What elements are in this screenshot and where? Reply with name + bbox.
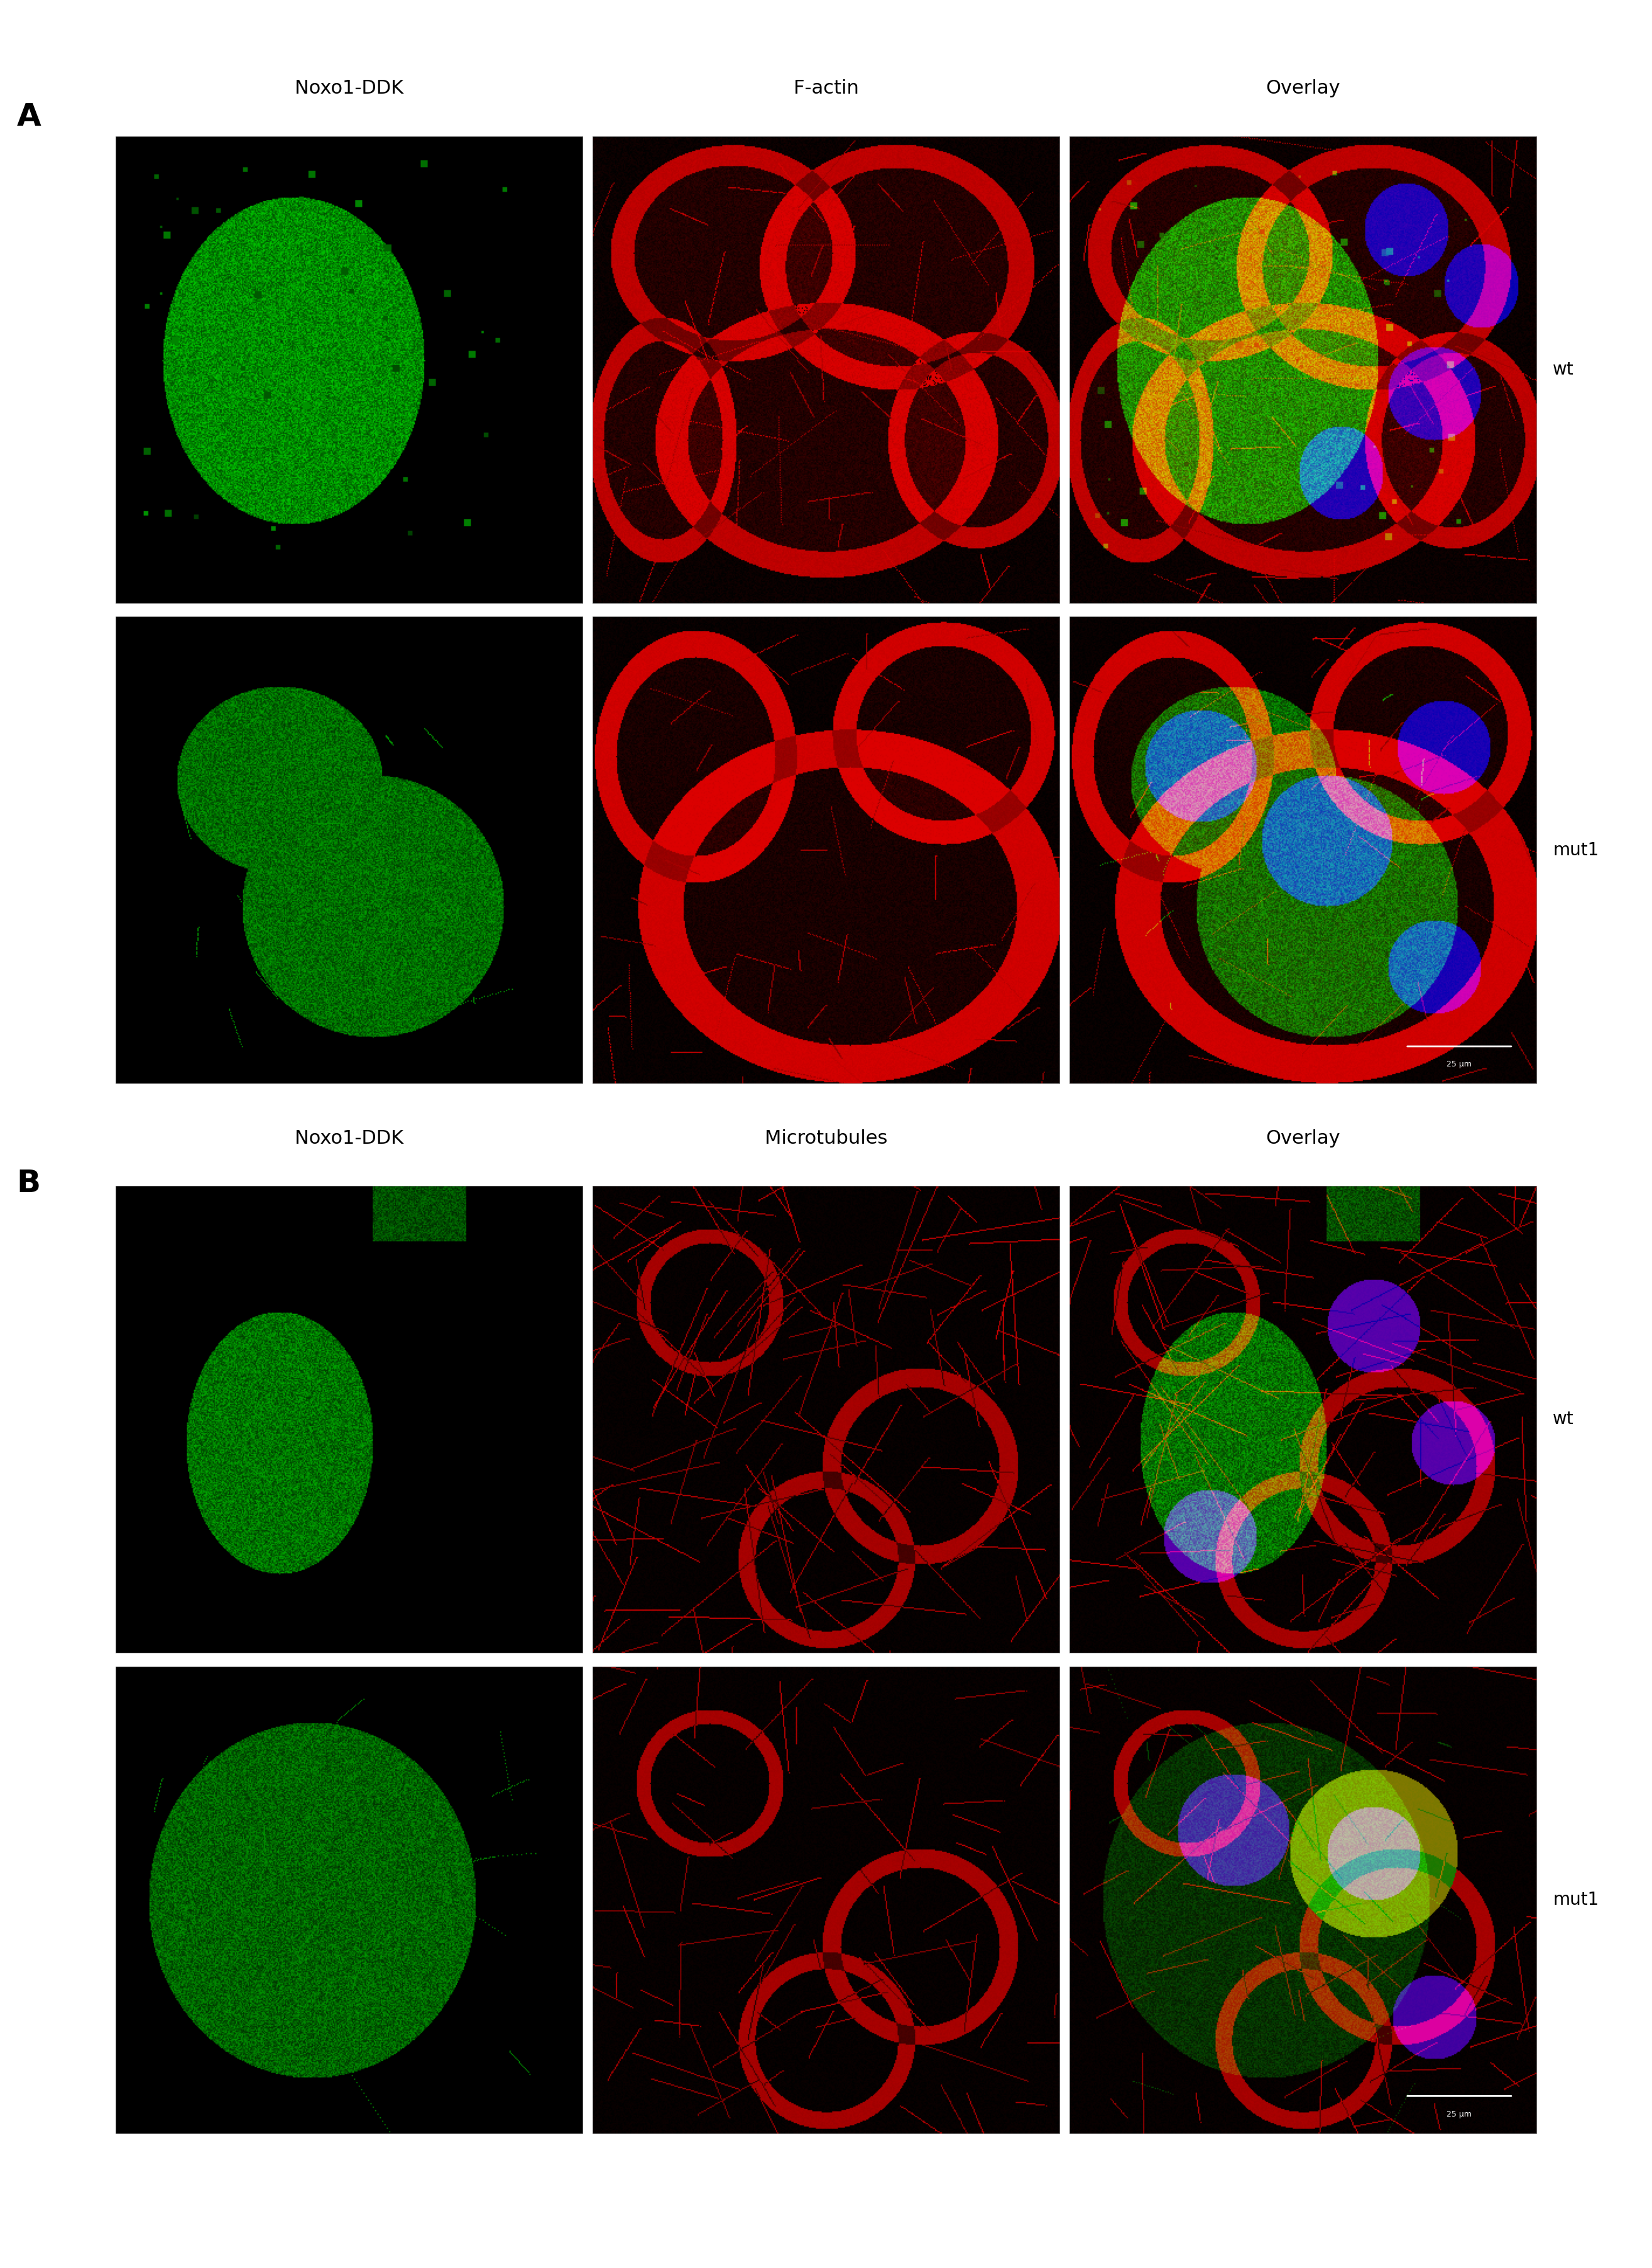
Text: A: A [17,102,41,132]
Text: 25 μm: 25 μm [1447,2109,1472,2118]
Text: Noxo1-DDK: Noxo1-DDK [294,1129,403,1148]
Text: wt: wt [1553,1411,1574,1429]
Text: wt: wt [1553,361,1574,379]
Text: F-actin: F-actin [793,79,859,98]
Text: mut1: mut1 [1553,841,1599,860]
Text: B: B [17,1168,41,1198]
Text: 25 μm: 25 μm [1447,1061,1472,1068]
Text: Overlay: Overlay [1265,79,1340,98]
Text: Overlay: Overlay [1265,1129,1340,1148]
Text: Microtubules: Microtubules [765,1129,887,1148]
Text: mut1: mut1 [1553,1892,1599,1910]
Text: Noxo1-DDK: Noxo1-DDK [294,79,403,98]
